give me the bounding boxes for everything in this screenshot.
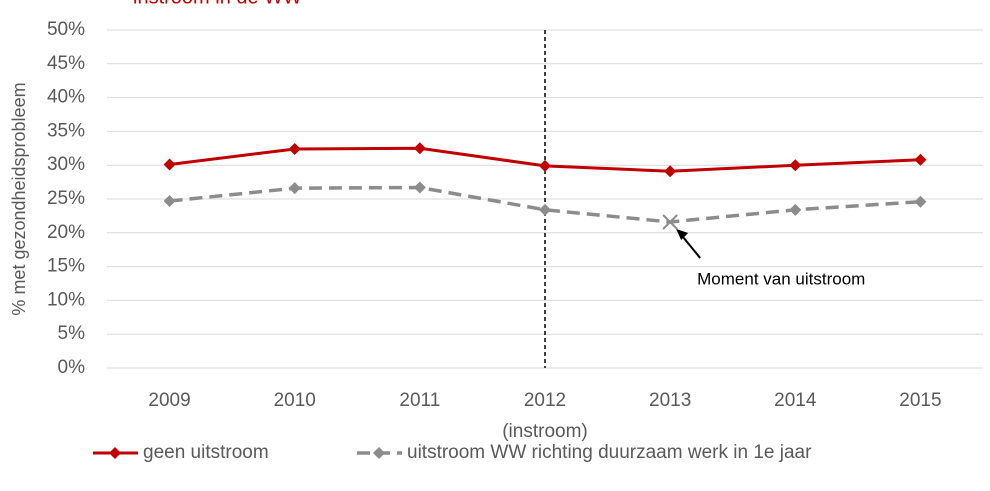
x-tick-label: 2013: [649, 390, 691, 411]
marker: [288, 182, 301, 195]
marker-cross: [662, 214, 678, 230]
marker: [664, 165, 677, 178]
y-tick-label: 0%: [58, 357, 86, 378]
x-tick-label: 2012: [524, 390, 566, 411]
y-tick-label: 20%: [47, 222, 85, 243]
y-axis-label: % met gezondheidsprobleem: [9, 82, 29, 315]
annotation: Moment van uitstroom: [697, 269, 865, 288]
x-tick-label: 2010: [274, 390, 316, 411]
marker: [373, 447, 385, 459]
x-tick-label: 2015: [899, 390, 941, 411]
marker: [413, 142, 426, 155]
x-tick-label: 2014: [774, 390, 817, 411]
y-tick-label: 5%: [58, 323, 86, 344]
marker: [914, 153, 927, 166]
marker: [539, 159, 551, 172]
marker: [109, 447, 121, 459]
y-tick-label: 15%: [47, 256, 85, 277]
y-tick-label: 30%: [47, 154, 85, 175]
y-tick-label: 10%: [47, 289, 85, 310]
y-tick-label: 50%: [47, 19, 85, 40]
y-tick-label: 45%: [47, 53, 85, 74]
x-tick-label: 2011: [399, 390, 440, 411]
x-tick-label: 2009: [148, 390, 190, 411]
chart-title: instroom in de WW: [133, 0, 302, 8]
y-tick-label: 40%: [47, 87, 85, 108]
marker: [789, 159, 802, 172]
x-tick-sublabel: (instroom): [502, 421, 588, 442]
marker: [163, 158, 176, 171]
marker: [914, 195, 927, 208]
legend-label: geen uitstroom: [143, 442, 269, 463]
marker: [163, 195, 176, 208]
annotation-arrowhead: [676, 228, 689, 240]
marker: [413, 181, 426, 194]
legend-label: uitstroom WW richting duurzaam werk in 1…: [407, 442, 812, 463]
y-tick-label: 35%: [47, 120, 85, 141]
marker: [288, 142, 301, 155]
marker: [539, 203, 551, 216]
y-tick-label: 25%: [47, 188, 85, 209]
marker: [789, 203, 802, 216]
